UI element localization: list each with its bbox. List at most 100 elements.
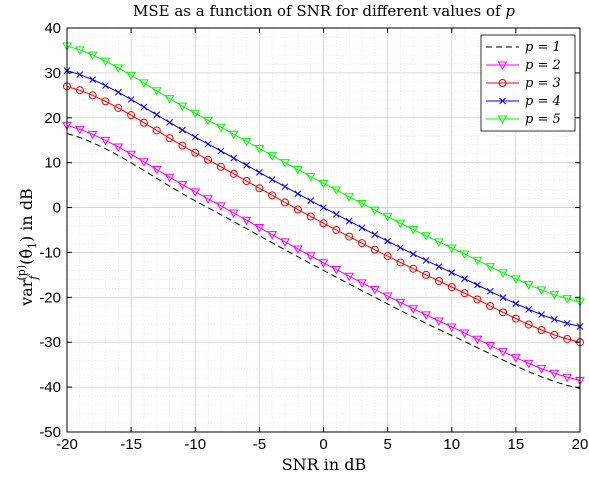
chart-title-p: p — [505, 2, 515, 20]
series-5-point — [139, 79, 149, 88]
series-3-point — [216, 162, 225, 171]
series-2-point — [228, 209, 239, 219]
marker-x-stroke — [281, 183, 289, 191]
series-5 — [62, 42, 585, 307]
series-5-point — [87, 51, 98, 61]
marker-x-stroke — [435, 263, 443, 270]
marker-x-stroke — [512, 300, 520, 307]
series-2-point — [421, 311, 431, 320]
series-4-point — [204, 140, 212, 148]
series-2-point — [292, 245, 303, 254]
x-tick-label: -15 — [120, 436, 142, 453]
series-4-point — [332, 210, 340, 218]
marker-x-stroke — [499, 294, 507, 301]
marker-x-stroke — [217, 147, 225, 155]
marker-x-stroke — [191, 133, 199, 141]
x-tick-label: 20 — [572, 436, 589, 453]
y-label-sup: (p) — [15, 265, 28, 281]
series-4-point — [153, 111, 161, 119]
series-4-point — [422, 257, 430, 264]
series-5-point — [562, 295, 573, 304]
x-tick-label: 15 — [508, 436, 525, 453]
series-2-point — [74, 125, 85, 135]
series-3-point — [139, 118, 148, 127]
series-4-point — [268, 176, 276, 183]
series-3-point — [229, 169, 238, 178]
series-4-point — [538, 311, 545, 319]
series-2-point — [472, 335, 483, 345]
chart-title-main: MSE as a function of SNR for different v… — [133, 2, 505, 20]
series-5-point — [498, 269, 508, 278]
series-5-point — [549, 291, 560, 300]
series-5-point — [421, 232, 431, 241]
series-4-point — [409, 250, 417, 258]
series-3-point — [152, 126, 161, 135]
series-4-point — [102, 82, 109, 89]
series-2-point — [511, 354, 521, 363]
series-4-point — [371, 231, 379, 238]
series-3-point — [499, 308, 508, 317]
series-3-point — [281, 198, 290, 207]
marker-x-stroke — [461, 275, 468, 283]
series-1-line — [66, 133, 581, 389]
series-3-point — [434, 277, 443, 286]
series-5-point — [100, 57, 111, 67]
series-5-point — [408, 226, 419, 235]
marker-x-stroke — [294, 190, 302, 198]
series-4-point — [563, 320, 571, 327]
series-3-point — [332, 225, 341, 234]
series-2-point — [190, 188, 201, 197]
series-4-point — [461, 275, 468, 283]
y-tick-label: -20 — [39, 289, 61, 306]
marker-x-stroke — [114, 88, 122, 96]
y-label-arg-sub: 1 — [26, 242, 39, 249]
series-5-point — [382, 213, 393, 222]
series-2-point — [523, 359, 534, 369]
series-4-point — [166, 119, 173, 126]
series-2-point — [434, 317, 444, 327]
series-2-point — [408, 305, 419, 314]
series-2-point — [151, 165, 162, 175]
series-4-point — [499, 294, 507, 301]
series-3-point — [165, 134, 174, 143]
series-3-point — [422, 270, 431, 279]
series-4-point — [191, 133, 199, 141]
legend-marker-3 — [498, 79, 507, 87]
marker-x-stroke — [525, 306, 533, 313]
series-2-point — [357, 279, 367, 288]
y-axis-label: varf(p)(θ̂1) in dB — [15, 188, 40, 307]
series-2-point — [369, 285, 380, 295]
marker-x-stroke — [256, 169, 263, 176]
series-5-point — [536, 286, 547, 295]
series-5-point — [203, 116, 213, 126]
legend-label-4: p = 4 — [525, 94, 561, 109]
series-5-point — [74, 46, 85, 55]
series-5-point — [472, 256, 483, 266]
series-3-point — [550, 330, 559, 339]
marker-x-stroke — [166, 119, 173, 126]
legend-label-5: p = 5 — [525, 112, 561, 127]
series-5-point — [267, 152, 278, 161]
series-4-point — [307, 197, 315, 205]
series-4-point — [243, 161, 250, 169]
marker-x-stroke — [422, 257, 430, 264]
series-2-point — [485, 341, 496, 351]
series-5-point — [318, 179, 329, 189]
series-5-point — [485, 263, 496, 272]
x-tick-label: 0 — [319, 436, 327, 453]
legend-label-1: p = 1 — [525, 40, 561, 55]
series-3-point — [293, 205, 302, 214]
series-2-point — [395, 298, 406, 308]
series-5-point — [280, 159, 290, 168]
series-4-point — [127, 96, 135, 103]
series-2-point — [280, 238, 290, 247]
series-5-point — [177, 102, 188, 112]
series-2-point — [382, 292, 393, 301]
series-3-point — [191, 148, 200, 157]
marker-x-stroke — [409, 250, 417, 258]
marker-x-stroke — [153, 111, 161, 119]
marker-x-stroke — [179, 126, 186, 134]
marker-x-stroke — [371, 231, 379, 238]
x-tick-label: 5 — [383, 436, 391, 453]
marker-x-stroke — [563, 320, 571, 327]
